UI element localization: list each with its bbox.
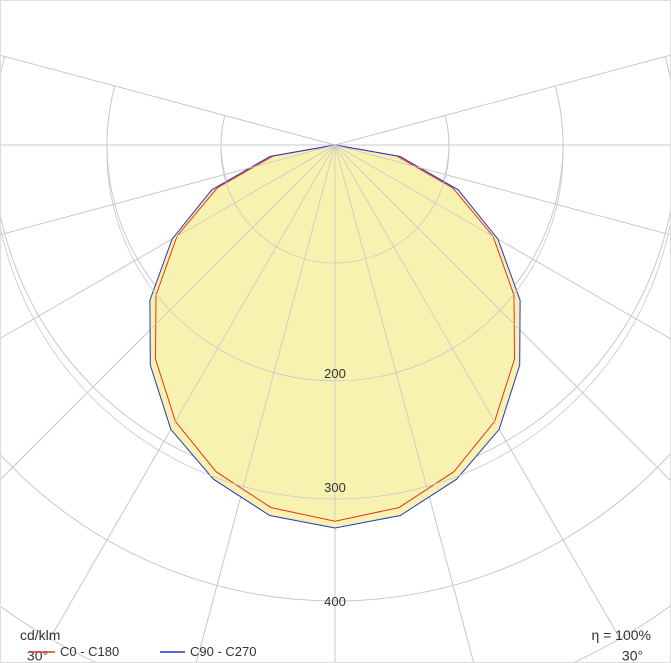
efficiency-label: η = 100% (591, 627, 651, 643)
ring-label-200: 200 (324, 366, 346, 381)
angle-label-left-30: 30° (27, 647, 48, 663)
unit-label: cd/klm (20, 627, 60, 643)
ring-label-400: 400 (324, 594, 346, 609)
polar-chart-svg: 2003004000°15°15°30°30°45°45°60°60°75°75… (0, 0, 671, 663)
angle-label-right-30: 30° (622, 647, 643, 663)
ring-label-300: 300 (324, 480, 346, 495)
legend-label-c0: C0 - C180 (60, 644, 119, 659)
polar-chart-container: 2003004000°15°15°30°30°45°45°60°60°75°75… (0, 0, 671, 663)
legend-label-c90: C90 - C270 (190, 644, 256, 659)
